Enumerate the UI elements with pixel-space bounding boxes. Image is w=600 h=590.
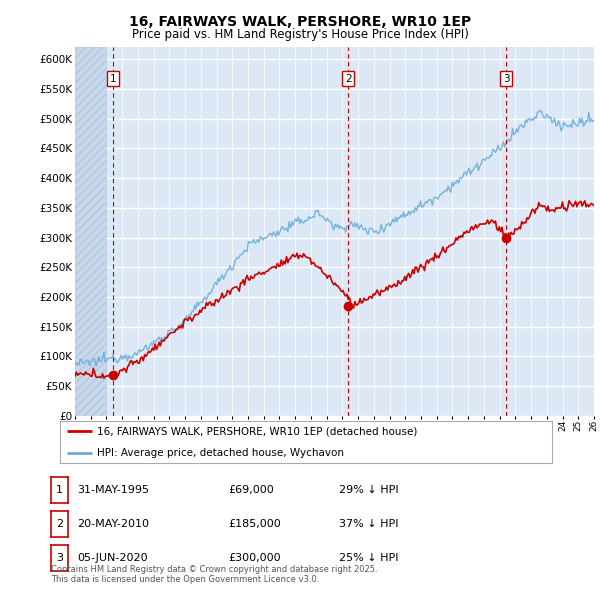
Text: 05-JUN-2020: 05-JUN-2020 <box>77 553 148 563</box>
Text: 20-MAY-2010: 20-MAY-2010 <box>77 519 149 529</box>
Text: HPI: Average price, detached house, Wychavon: HPI: Average price, detached house, Wych… <box>97 448 344 457</box>
Text: 3: 3 <box>56 553 63 563</box>
Text: 37% ↓ HPI: 37% ↓ HPI <box>339 519 398 529</box>
Text: 1: 1 <box>56 484 63 494</box>
Text: 2: 2 <box>345 74 352 84</box>
Bar <box>75 47 106 416</box>
Text: 1: 1 <box>110 74 116 84</box>
Text: 16, FAIRWAYS WALK, PERSHORE, WR10 1EP: 16, FAIRWAYS WALK, PERSHORE, WR10 1EP <box>129 15 471 29</box>
Text: Contains HM Land Registry data © Crown copyright and database right 2025.
This d: Contains HM Land Registry data © Crown c… <box>51 565 377 584</box>
Text: Price paid vs. HM Land Registry's House Price Index (HPI): Price paid vs. HM Land Registry's House … <box>131 28 469 41</box>
Text: 29% ↓ HPI: 29% ↓ HPI <box>339 484 398 494</box>
Text: 2: 2 <box>56 519 63 529</box>
Text: £185,000: £185,000 <box>228 519 281 529</box>
Text: 16, FAIRWAYS WALK, PERSHORE, WR10 1EP (detached house): 16, FAIRWAYS WALK, PERSHORE, WR10 1EP (d… <box>97 427 417 436</box>
Text: 25% ↓ HPI: 25% ↓ HPI <box>339 553 398 563</box>
Text: £69,000: £69,000 <box>228 484 274 494</box>
Text: £300,000: £300,000 <box>228 553 281 563</box>
Text: 31-MAY-1995: 31-MAY-1995 <box>77 484 149 494</box>
Text: 3: 3 <box>503 74 509 84</box>
